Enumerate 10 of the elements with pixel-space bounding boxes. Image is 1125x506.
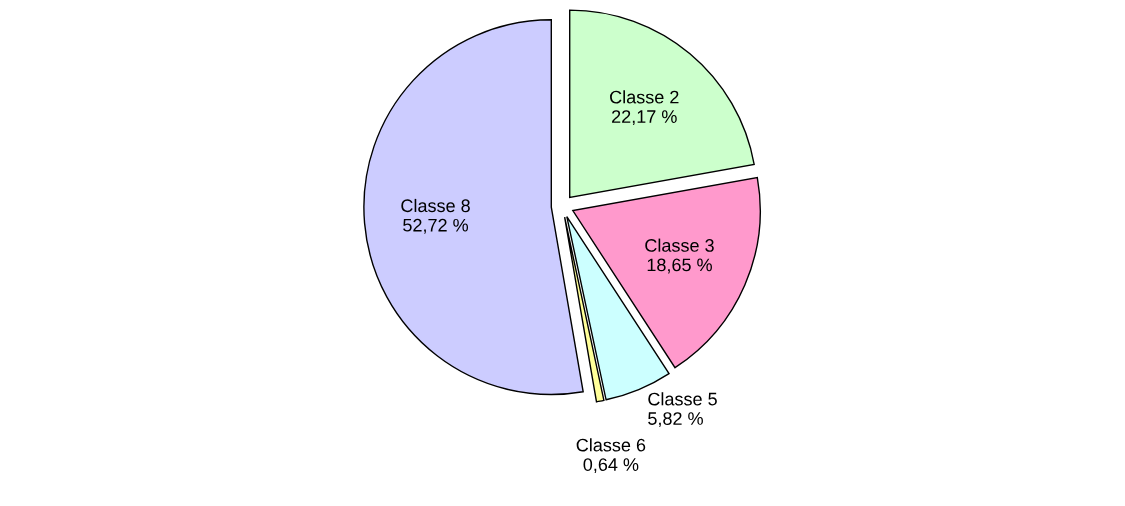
slice-label: Classe 2 xyxy=(610,90,679,104)
slice-label: Classe 8 xyxy=(401,198,470,213)
data-label: 0,64 % xyxy=(583,458,639,474)
slice-label: Classe 6 xyxy=(576,438,646,452)
slice-label: Classe 3 xyxy=(645,238,714,252)
data-label: 22,17 % xyxy=(612,110,677,126)
data-label: 52,72 % xyxy=(403,218,469,234)
data-label: 18,65 % xyxy=(647,258,712,274)
data-label: 5,82 % xyxy=(648,412,703,428)
slice-label: Classe 5 xyxy=(648,392,717,406)
